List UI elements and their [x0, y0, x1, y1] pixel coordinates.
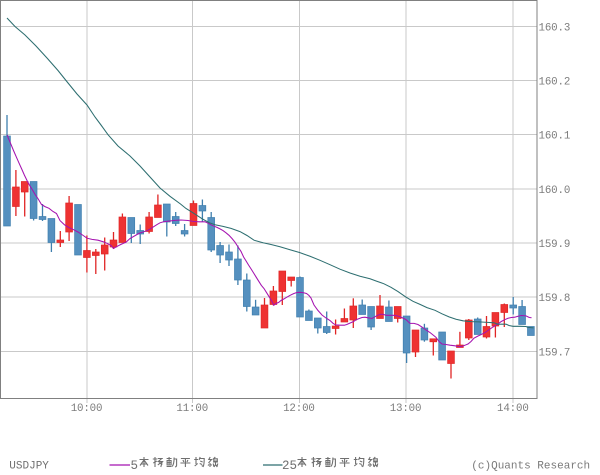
svg-text:USDJPY: USDJPY: [9, 461, 49, 473]
svg-text:25: 25: [282, 459, 297, 473]
svg-text:160.3: 160.3: [539, 22, 571, 34]
svg-text:5: 5: [131, 459, 139, 473]
svg-text:14:00: 14:00: [497, 403, 529, 415]
svg-text:159.7: 159.7: [539, 347, 571, 359]
svg-text:160.1: 160.1: [539, 131, 571, 143]
svg-text:11:00: 11:00: [176, 403, 208, 415]
svg-text:159.8: 159.8: [539, 293, 571, 305]
svg-text:10:00: 10:00: [71, 403, 103, 415]
svg-text:13:00: 13:00: [390, 403, 422, 415]
svg-text:12:00: 12:00: [283, 403, 315, 415]
svg-text:160.2: 160.2: [539, 77, 571, 89]
svg-text:160.0: 160.0: [539, 185, 571, 197]
svg-text:(c)Quants Research: (c)Quants Research: [471, 461, 590, 473]
svg-text:159.9: 159.9: [539, 239, 571, 251]
